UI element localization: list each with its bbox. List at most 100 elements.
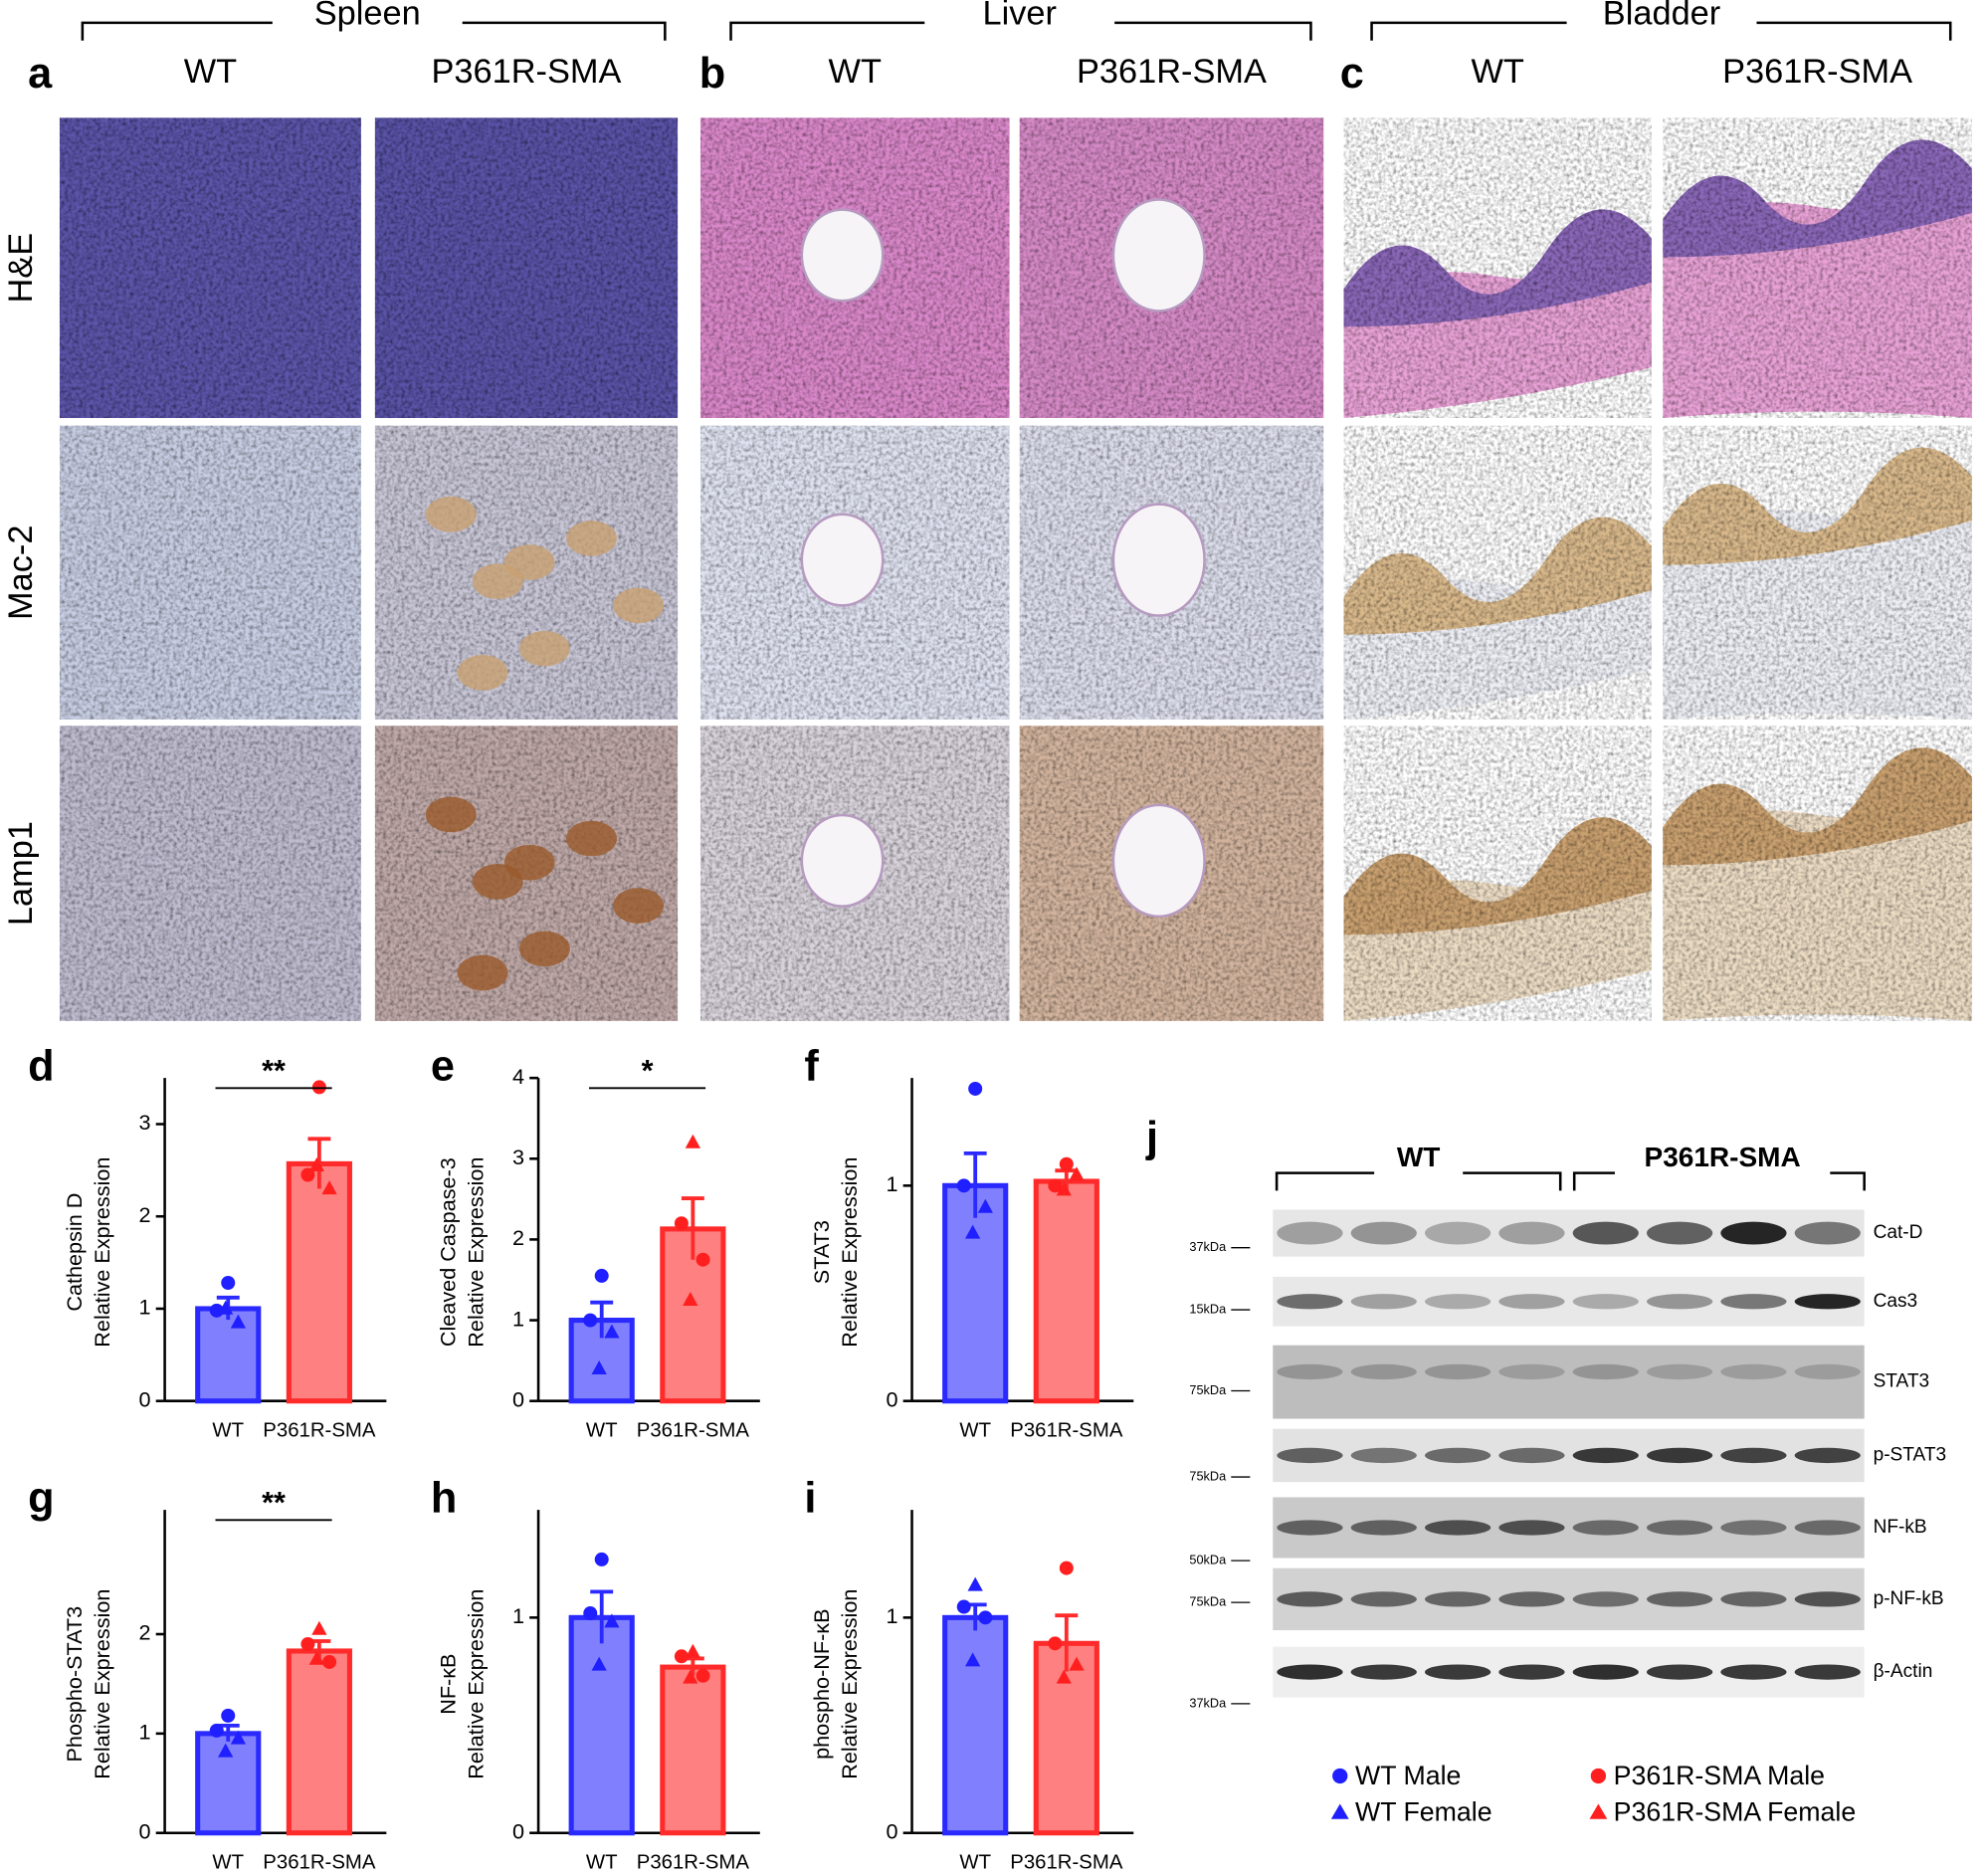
size-marker: 75kDa — [1189, 1468, 1227, 1483]
vessel — [1111, 803, 1206, 919]
data-point — [218, 1743, 234, 1758]
blot-band — [1277, 1520, 1343, 1536]
y-axis-label: Relative Expression — [464, 1157, 489, 1348]
y-tick-label: 1 — [139, 1720, 151, 1745]
panel-letter: a — [28, 50, 53, 98]
blot-band — [1720, 1520, 1787, 1536]
blot-band — [1277, 1664, 1343, 1680]
y-axis-label: Cleaved Caspase-3 — [436, 1157, 461, 1347]
y-tick-label: 3 — [512, 1145, 524, 1169]
significance: ** — [262, 1054, 286, 1088]
data-point — [956, 1599, 971, 1614]
size-marker: 15kDa — [1189, 1301, 1227, 1316]
blot-band — [1720, 1363, 1787, 1380]
y-tick-label: 0 — [887, 1818, 898, 1843]
data-point — [674, 1216, 689, 1231]
legend-label: WT Male — [1355, 1761, 1461, 1790]
epithelium — [1343, 209, 1652, 327]
blot-band — [1425, 1520, 1491, 1536]
blot-band — [1572, 1591, 1639, 1607]
stained-cells — [425, 496, 477, 532]
y-tick-label: 1 — [887, 1171, 898, 1196]
blot-band — [1647, 1221, 1713, 1245]
blot-band — [1572, 1363, 1639, 1380]
y-axis-label: Relative Expression — [90, 1157, 114, 1348]
x-tick-label: P361R-SMA — [263, 1420, 376, 1442]
x-tick-label: WT — [959, 1852, 991, 1874]
blot-band — [1647, 1520, 1713, 1536]
vessel — [1111, 503, 1206, 617]
blot-band — [1425, 1363, 1491, 1380]
y-tick-label: 3 — [139, 1110, 151, 1135]
blot-row-label: STAT3 — [1874, 1371, 1930, 1392]
y-tick-label: 1 — [512, 1306, 524, 1331]
blot-band — [1794, 1664, 1861, 1680]
data-point — [604, 1324, 620, 1339]
stained-cells — [566, 521, 617, 556]
stained-cells — [566, 820, 617, 857]
data-point — [685, 1134, 700, 1148]
blot-row-label: Cat-D — [1874, 1222, 1923, 1243]
data-point — [674, 1649, 689, 1664]
data-point — [695, 1252, 710, 1267]
blot-band — [1572, 1664, 1639, 1680]
y-axis-label: Phospho-STAT3 — [62, 1606, 87, 1763]
y-axis-label: Cathepsin D — [62, 1193, 87, 1312]
blot-band — [1794, 1363, 1861, 1380]
column-header: WT — [184, 53, 237, 91]
blot-band — [1277, 1591, 1343, 1607]
micrograph — [59, 726, 361, 1021]
legend-label: WT Female — [1355, 1797, 1492, 1827]
y-tick-label: 0 — [139, 1386, 151, 1411]
bracket — [1275, 1171, 1866, 1191]
x-tick-label: WT — [586, 1420, 618, 1442]
blot-band — [1647, 1591, 1713, 1607]
y-axis-label: Relative Expression — [837, 1589, 862, 1779]
blot-band — [1425, 1221, 1491, 1245]
legend-marker — [1589, 1803, 1608, 1819]
column-header: WT — [829, 53, 882, 91]
micrograph — [59, 117, 361, 419]
panel-letter: f — [804, 1043, 819, 1091]
column-header: P361R-SMA — [1722, 53, 1912, 91]
y-tick-label: 2 — [512, 1225, 524, 1250]
column-header: WT — [1471, 53, 1523, 91]
blot-band — [1794, 1294, 1861, 1310]
legend-marker — [1332, 1768, 1348, 1784]
blot-band — [1277, 1363, 1343, 1380]
data-point — [968, 1081, 983, 1096]
y-tick-label: 0 — [512, 1386, 524, 1411]
blot-band — [1425, 1591, 1491, 1607]
blot-band — [1572, 1294, 1639, 1310]
blot-band — [1277, 1221, 1343, 1245]
epithelium — [1663, 447, 1972, 565]
panel-letter: i — [804, 1475, 816, 1523]
blot-band — [1647, 1294, 1713, 1310]
y-tick-label: 2 — [139, 1202, 151, 1227]
blot-band — [1498, 1363, 1565, 1380]
bar — [1033, 1640, 1099, 1836]
panel-letter: e — [431, 1043, 455, 1091]
data-point — [604, 1613, 620, 1628]
blot-band — [1572, 1447, 1639, 1464]
blot-band — [1350, 1591, 1417, 1607]
blot-band — [1794, 1447, 1861, 1464]
data-point — [308, 1156, 324, 1171]
data-point — [230, 1314, 247, 1329]
significance: ** — [262, 1486, 286, 1520]
data-point — [695, 1668, 710, 1683]
bar — [660, 1664, 726, 1836]
data-point — [964, 1224, 981, 1239]
error-bar — [963, 1150, 987, 1218]
data-point — [956, 1178, 971, 1193]
bracket — [81, 21, 667, 41]
data-point — [221, 1708, 236, 1723]
legend-label: P361R-SMA Male — [1614, 1761, 1825, 1790]
x-tick-label: P361R-SMA — [637, 1420, 750, 1442]
row-label: H&E — [2, 233, 40, 304]
data-point — [308, 1650, 324, 1665]
legend: WT Male WT Female P361R-SMA Male P361R-SMA … — [1330, 1761, 1856, 1827]
data-point — [300, 1636, 315, 1651]
stained-cells — [503, 544, 555, 580]
